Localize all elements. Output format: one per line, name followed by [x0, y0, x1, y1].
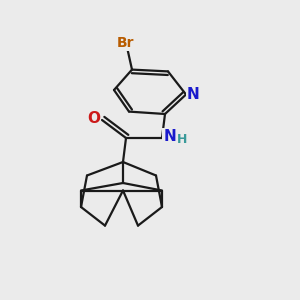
- Text: Br: Br: [117, 36, 135, 50]
- Text: N: N: [187, 87, 200, 102]
- Text: O: O: [87, 111, 100, 126]
- Text: N: N: [163, 129, 176, 144]
- Text: H: H: [177, 133, 188, 146]
